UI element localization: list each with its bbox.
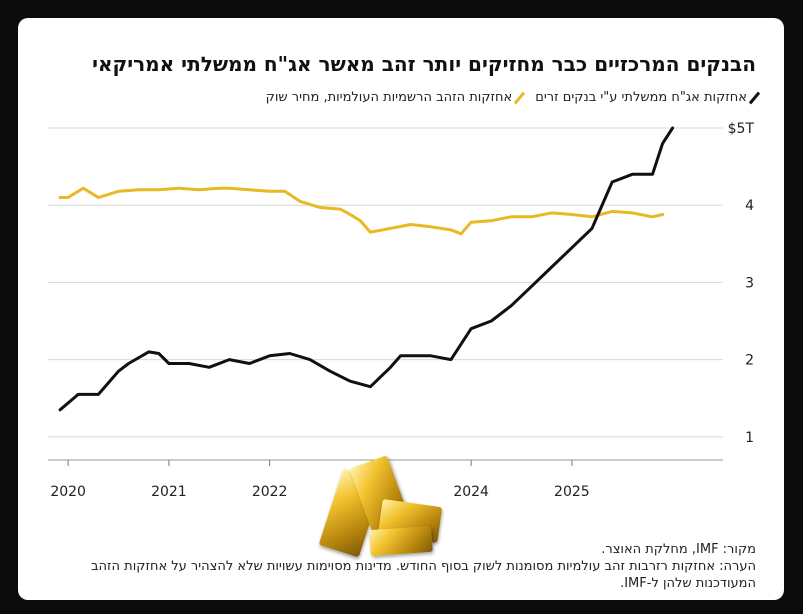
series-lines — [58, 126, 675, 412]
x-tick-labels: 2020 2021 2022 2024 2025 — [50, 460, 590, 500]
legend-item-treasuries: אחזקות אג"ח ממשלתי ע"י בנקים זרים — [535, 90, 761, 105]
y-tick-labels: 1 2 3 4 $5T — [728, 121, 755, 446]
chart-title: הבנקים המרכזיים כבר מחזיקים יותר זהב מאש… — [92, 52, 756, 76]
line-chart: 1 2 3 4 $5T 2020 2021 2022 2024 2025 — [48, 121, 755, 500]
footer: מקור: IMF, מחלקת האוצר. הערה: אחזקות רזר… — [36, 541, 756, 592]
x-tick-label: 2024 — [453, 484, 489, 500]
legend-label-gold: אחזקות הזהב הרשמיות העולמיות, מחיר שוק — [265, 90, 513, 105]
legend-item-gold: אחזקות הזהב הרשמיות העולמיות, מחיר שוק — [265, 90, 526, 105]
y-tick-label: $5T — [728, 121, 755, 137]
series-line-gold-holdings — [58, 186, 665, 236]
legend-label-treasuries: אחזקות אג"ח ממשלתי ע"י בנקים זרים — [535, 90, 747, 105]
x-tick-label: 2020 — [50, 484, 86, 500]
series-line-treasury-holdings — [58, 126, 675, 412]
x-tick-label: 2025 — [554, 484, 590, 500]
y-tick-label: 4 — [745, 198, 754, 214]
footnote: הערה: אחזקות רזרבות זהב עולמיות מסומנות … — [91, 559, 756, 591]
gold-bars-image — [300, 438, 450, 558]
chart-card: הבנקים המרכזיים כבר מחזיקים יותר זהב מאש… — [18, 18, 784, 600]
y-tick-label: 2 — [745, 353, 754, 369]
y-tick-label: 3 — [745, 275, 754, 291]
source-note: מקור: IMF, מחלקת האוצר. — [601, 542, 756, 557]
legend: אחזקות אג"ח ממשלתי ע"י בנקים זרים אחזקות… — [265, 90, 761, 105]
x-tick-label: 2021 — [151, 484, 187, 500]
y-tick-label: 1 — [745, 430, 754, 446]
x-tick-label: 2022 — [252, 484, 288, 500]
